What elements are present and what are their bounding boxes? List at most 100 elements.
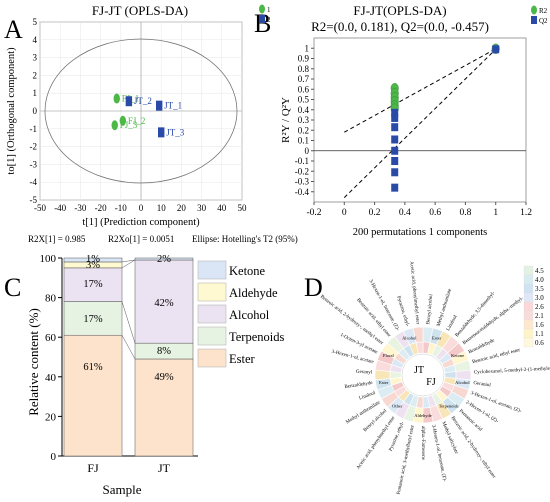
- a-ytick-label: 3: [33, 53, 38, 63]
- c-segment-label: 61%: [83, 362, 103, 373]
- a-xtick-label: -30: [74, 203, 86, 213]
- c-legend-swatch: [197, 304, 227, 324]
- panel-c-legend: Ketone Aldehyde Alcohol Terpenoids Ester: [197, 260, 284, 368]
- panel-b-points: [390, 43, 500, 192]
- c-legend-label: Ketone: [229, 264, 266, 278]
- c-ytick-label: 40: [45, 372, 57, 384]
- b-ytick-label: -0.2: [295, 166, 309, 176]
- d-group-label: Alcohol: [402, 335, 417, 340]
- a-point-label: JT_2: [134, 96, 152, 106]
- c-bar-JT-Ester: [134, 358, 194, 457]
- legend-symbol-r2: [531, 5, 537, 15]
- panel-a-title: FJ-JT (OPLS-DA): [92, 3, 188, 18]
- panel-a-ylabel: to[1] (Orthogonal component): [6, 47, 17, 175]
- d-compound-label: alpha.-Farnesene: [420, 426, 425, 461]
- a-ytick-label: -5: [30, 195, 38, 205]
- panel-b-regression-lines: [343, 48, 497, 198]
- a-ytick-label: -4: [30, 177, 38, 187]
- panel-b-ticks: -0.2 0 0.2 0.4 0.6 0.8 1 1.2-0.4-0.3-0.2-0.100.…: [295, 43, 532, 218]
- d-scale-cell: [523, 337, 534, 348]
- panel-a-points: FJ_1FJ_2FJ_3JT_1JT_2JT_3: [111, 93, 185, 138]
- panel-a-footer-r2x: R2X[1] = 0.985: [28, 234, 86, 244]
- c-legend-swatch: [197, 260, 227, 280]
- b-ytick-label: -0.3: [295, 177, 310, 187]
- a-ytick-label: -3: [30, 159, 38, 169]
- c-segment-label: 3%: [86, 260, 100, 271]
- panel-a-hotelling-ellipse: [44, 38, 238, 184]
- panel-a-gridlines: [39, 21, 243, 201]
- b-ytick-label: 0.6: [298, 84, 310, 94]
- a-ytick-label: 4: [33, 35, 38, 45]
- d-scale-label: 4.5: [535, 267, 544, 275]
- b-q2-point: [391, 183, 399, 192]
- legend-label-1: 1: [267, 6, 271, 14]
- b-ytick-label: 0.4: [298, 105, 310, 115]
- d-group-label: Ketone: [451, 353, 464, 358]
- c-link: [121, 259, 136, 263]
- b-ytick-label: 1: [305, 43, 310, 53]
- c-ytick-label: 20: [45, 411, 57, 423]
- b-xtick-label: 0.8: [459, 208, 471, 218]
- panel-label-d: D: [304, 273, 323, 302]
- panel-a-footer-r2xo: R2Xo[1] = 0.0051: [108, 234, 174, 244]
- c-link: [121, 259, 136, 269]
- b-ytick-label: 0.8: [298, 64, 310, 74]
- b-q2-point: [391, 157, 399, 165]
- d-compound-label: Benzaldehyde: [344, 381, 374, 390]
- d-scale-cell: [523, 310, 534, 321]
- legend-symbol-2: [259, 15, 265, 23]
- d-scale-label: 2.1: [535, 312, 544, 320]
- b-q2-point: [391, 135, 399, 144]
- d-center-label-jt: JT: [414, 365, 424, 376]
- d-group-label: Other: [392, 404, 403, 409]
- b-ytick-label: 0.9: [298, 54, 310, 64]
- a-xtick-label: 10: [157, 203, 167, 213]
- a-ytick-label: 2: [33, 70, 38, 80]
- c-ytick-label: 80: [45, 293, 57, 305]
- d-group-label: Floral: [383, 353, 394, 358]
- d-scale-label: 2.6: [535, 303, 544, 311]
- c-legend-swatch: [197, 326, 227, 346]
- c-segment-label: 17%: [83, 279, 103, 290]
- c-link: [121, 335, 136, 360]
- a-ytick-label: 5: [33, 17, 38, 27]
- d-compound-label: Linalool: [359, 391, 377, 402]
- c-legend-label: Ester: [229, 352, 256, 366]
- d-inner-cell: [415, 341, 424, 354]
- a-xtick-label: 40: [217, 203, 227, 213]
- d-group-label: Ester: [432, 335, 442, 340]
- b-q2-point: [391, 146, 399, 155]
- legend-symbol-q2: [531, 16, 537, 24]
- panel-a-footer-ellipse: Ellipse: Hotelling's T2 (95%): [192, 234, 298, 244]
- d-group-label: Aldehyde: [414, 413, 432, 418]
- a-point-label: JT_3: [166, 127, 185, 137]
- d-scale-cell: [523, 274, 534, 285]
- c-bar-JT-Ketone: [134, 257, 194, 261]
- c-legend-swatch: [197, 348, 227, 368]
- a-xtick-label: 0: [139, 203, 144, 213]
- c-ytick-label: 60: [45, 332, 57, 344]
- b-r2-regression: [344, 48, 496, 133]
- c-ytick-label: 0: [51, 451, 57, 463]
- panel-b-ylabel: R²Y / Q²Y: [280, 97, 292, 143]
- a-point-JT_2: [125, 96, 133, 107]
- b-q2-point: [391, 123, 399, 132]
- panel-label-a: A: [4, 15, 23, 44]
- panel-b-xlabel: 200 permutations 1 components: [353, 227, 487, 238]
- b-ytick-label: -0.4: [295, 187, 310, 197]
- panel-d-colorscale: 4.54.03.53.02.62.11.61.10.6: [523, 265, 544, 348]
- a-xtick-label: 20: [177, 203, 187, 213]
- b-q2-point: [391, 108, 399, 117]
- b-xtick-label: 0.4: [399, 208, 411, 218]
- a-xtick-label: -40: [54, 203, 66, 213]
- d-scale-cell: [523, 265, 534, 276]
- d-group-label: Terpenoids: [439, 404, 459, 409]
- b-xtick-label: 1: [493, 208, 498, 218]
- d-scale-label: 3.0: [535, 294, 544, 302]
- b-q2-point: [391, 168, 399, 177]
- b-xtick-label: 0.6: [429, 208, 441, 218]
- c-segment-label: 2%: [157, 254, 171, 265]
